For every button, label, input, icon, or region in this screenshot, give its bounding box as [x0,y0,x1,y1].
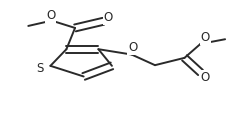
Text: O: O [104,11,113,24]
Text: O: O [201,71,210,84]
Text: O: O [46,9,55,22]
Text: O: O [128,41,137,54]
Text: S: S [37,62,44,75]
Text: O: O [201,31,210,44]
